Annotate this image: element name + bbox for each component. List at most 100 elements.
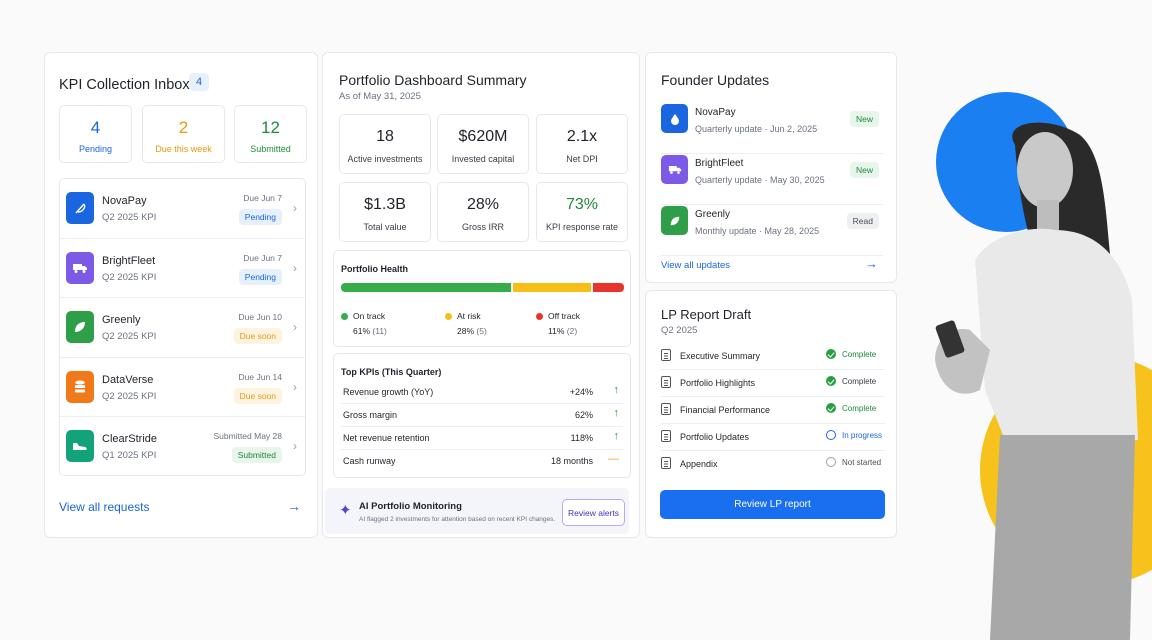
due-this-week-stat[interactable]: 2 Due this week (142, 105, 225, 163)
submitted-stat[interactable]: 12 Submitted (234, 105, 307, 163)
update-meta: Quarterly update · May 30, 2025 (695, 175, 825, 185)
update-date: May 30, 2025 (770, 175, 825, 185)
section-status: Complete (826, 376, 876, 386)
kpis-title: Top KPIs (This Quarter) (341, 367, 442, 377)
section-financial-performance[interactable]: Financial Performance Complete (661, 397, 885, 424)
kpi-value: 118% (570, 433, 593, 443)
metric-label: Total value (363, 222, 407, 232)
kpi-value: 62% (574, 410, 593, 420)
feather-icon (66, 192, 94, 224)
kpi-name: Net revenue retention (343, 433, 430, 443)
truck-icon (661, 155, 688, 184)
founder-title: Founder Updates (661, 72, 770, 88)
metric-value: $620M (458, 128, 508, 145)
item-period: Q2 2025 KPI (102, 212, 157, 223)
update-date: Jun 2, 2025 (770, 124, 818, 134)
metric-value: 73% (565, 196, 599, 213)
leaf-icon (66, 311, 94, 343)
list-item-novapay[interactable]: NovaPay Q2 2025 KPI Due Jun 7 Pending › (60, 179, 305, 239)
on-track-dot (341, 313, 348, 320)
status-badge: Due soon (233, 328, 282, 344)
dash-icon: — (608, 453, 619, 465)
status-label: In progress (842, 431, 883, 440)
summary-title: Portfolio Dashboard Summary (339, 72, 527, 88)
health-segment-off-track (593, 283, 624, 292)
metric-total-value: $1.3B Total value (339, 182, 431, 242)
section-name: Executive Summary (680, 351, 761, 361)
arrow-up-icon: ↑ (613, 430, 620, 442)
check-circle-icon (826, 349, 836, 359)
as-of-date: As of May 31, 2025 (339, 91, 421, 102)
metric-active-investments: 18 Active investments (339, 114, 431, 174)
status-badge: New (849, 111, 879, 127)
submitted-count: 12 (261, 118, 280, 137)
item-name: BrightFleet (102, 254, 156, 267)
list-item-greenly[interactable]: Greenly Q2 2025 KPI Due Jun 10 Due soon … (60, 298, 305, 358)
kpi-request-list: NovaPay Q2 2025 KPI Due Jun 7 Pending › … (59, 178, 306, 476)
section-name: Portfolio Updates (680, 432, 750, 442)
section-status: In progress (826, 430, 882, 440)
health-title: Portfolio Health (341, 264, 408, 274)
section-portfolio-updates[interactable]: Portfolio Updates In progress (661, 424, 885, 451)
item-name: NovaPay (102, 195, 147, 207)
kpi-value: 18 months (550, 456, 593, 466)
shoe-icon (66, 430, 94, 462)
health-segment-on-track (341, 283, 512, 292)
chevron-right-icon: › (293, 260, 297, 275)
metric-invested-capital: $620M Invested capital (437, 114, 529, 174)
kpi-row: Revenue growth (YoY) +24% ↑ (341, 381, 623, 404)
section-name: Appendix (680, 459, 718, 469)
health-segment-at-risk (513, 283, 592, 292)
list-item-dataverse[interactable]: DataVerse Q2 2025 KPI Due Jun 14 Due soo… (60, 358, 305, 417)
metric-net-dpi: 2.1x Net DPI (536, 114, 628, 174)
view-all-requests-link[interactable]: View all requests (59, 500, 150, 514)
metric-label: Net DPI (566, 154, 598, 164)
submitted-label: Submitted (250, 144, 291, 154)
pending-label: Pending (78, 144, 113, 154)
update-type: Monthly update (695, 226, 757, 236)
update-type: Quarterly update (695, 124, 763, 134)
status-badge: Pending (238, 209, 282, 225)
review-alerts-button[interactable]: Review alerts (562, 499, 625, 526)
section-status: Complete (826, 403, 876, 413)
status-label: Complete (842, 350, 877, 359)
item-date: Submitted May 28 (213, 431, 282, 441)
legend-pct: 61% (353, 326, 371, 336)
legend-count: (11) (372, 326, 387, 336)
arrow-right-icon[interactable]: → (865, 256, 878, 271)
chevron-right-icon: › (293, 379, 297, 394)
metric-value: 2.1x (566, 128, 598, 145)
update-item-greenly[interactable]: Greenly Monthly update · May 28, 2025 Re… (661, 206, 883, 256)
legend-pct: 28% (457, 326, 475, 336)
legend-label: Off track (548, 311, 580, 321)
section-portfolio-highlights[interactable]: Portfolio Highlights Complete (661, 370, 885, 397)
portfolio-summary-card: Portfolio Dashboard Summary As of May 31… (322, 52, 640, 538)
pending-count: 4 (90, 118, 101, 137)
legend-off-track: Off track 11% (2) (536, 311, 580, 336)
legend-label: On track (353, 311, 386, 321)
update-item-brightfleet[interactable]: BrightFleet Quarterly update · May 30, 2… (661, 155, 883, 205)
list-item-clearstride[interactable]: ClearStride Q1 2025 KPI Submitted May 28… (60, 417, 305, 475)
section-executive-summary[interactable]: Executive Summary Complete (661, 343, 885, 370)
status-label: Not started (842, 458, 882, 467)
section-name: Financial Performance (680, 405, 771, 415)
due-label: Due this week (155, 144, 212, 154)
status-badge: New (849, 162, 879, 178)
pending-stat[interactable]: 4 Pending (59, 105, 132, 163)
metric-kpi-response-rate: 73% KPI response rate (536, 182, 628, 242)
drop-icon (661, 104, 688, 133)
ai-description: AI flagged 2 investments for attention b… (359, 516, 556, 523)
sparkle-icon: ✦ (339, 502, 352, 519)
view-all-updates-link[interactable]: View all updates (661, 260, 731, 271)
section-appendix[interactable]: Appendix Not started (661, 451, 885, 478)
arrow-right-icon[interactable]: → (287, 498, 301, 514)
arrow-up-icon: ↑ (613, 384, 620, 396)
kpi-row: Gross margin 62% ↑ (341, 404, 623, 427)
item-date: Due Jun 10 (238, 312, 282, 322)
update-item-novapay[interactable]: NovaPay Quarterly update · Jun 2, 2025 N… (661, 104, 883, 154)
item-period: Q1 2025 KPI (102, 450, 157, 461)
status-badge: Due soon (233, 387, 282, 404)
item-name: Greenly (102, 314, 141, 326)
review-lp-report-button[interactable]: Review LP report (660, 490, 885, 519)
list-item-brightfleet[interactable]: BrightFleet Q2 2025 KPI Due Jun 7 Pendin… (60, 239, 305, 298)
